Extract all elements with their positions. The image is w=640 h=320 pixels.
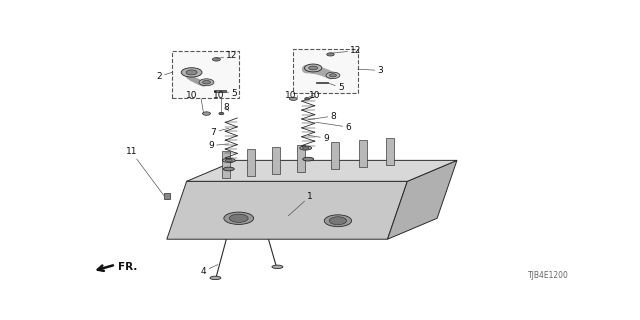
Text: 8: 8 <box>308 111 336 121</box>
Ellipse shape <box>326 72 340 79</box>
Text: 10: 10 <box>309 91 321 100</box>
Text: 10: 10 <box>285 91 296 100</box>
FancyBboxPatch shape <box>293 50 358 92</box>
Ellipse shape <box>202 81 211 84</box>
Ellipse shape <box>327 53 334 56</box>
Text: 10: 10 <box>213 91 225 100</box>
Text: 6: 6 <box>316 122 351 132</box>
FancyArrowPatch shape <box>306 69 330 75</box>
Text: 5: 5 <box>328 83 344 92</box>
Polygon shape <box>167 181 408 239</box>
Ellipse shape <box>289 97 297 100</box>
Polygon shape <box>388 160 457 239</box>
Text: 11: 11 <box>125 147 164 196</box>
Ellipse shape <box>300 146 312 150</box>
Ellipse shape <box>219 112 224 115</box>
Text: 12: 12 <box>330 46 362 55</box>
Ellipse shape <box>222 158 236 162</box>
Bar <box>386 138 394 165</box>
Ellipse shape <box>303 157 314 161</box>
Text: 8: 8 <box>223 103 229 112</box>
Text: 9: 9 <box>208 141 229 150</box>
FancyBboxPatch shape <box>172 51 239 98</box>
Ellipse shape <box>308 66 317 70</box>
Bar <box>214 90 227 92</box>
Text: 5: 5 <box>221 89 237 98</box>
Ellipse shape <box>224 212 253 224</box>
Ellipse shape <box>181 68 202 77</box>
Bar <box>272 147 280 174</box>
Text: FR.: FR. <box>118 262 137 272</box>
Bar <box>164 193 170 198</box>
Text: 12: 12 <box>216 51 237 60</box>
Ellipse shape <box>210 276 221 280</box>
Ellipse shape <box>199 79 214 86</box>
Text: 1: 1 <box>288 192 313 216</box>
FancyArrowPatch shape <box>189 76 204 84</box>
Ellipse shape <box>303 147 309 149</box>
Bar <box>359 140 367 167</box>
Text: 7: 7 <box>211 128 229 137</box>
Ellipse shape <box>324 215 351 227</box>
Text: 4: 4 <box>201 265 218 276</box>
Ellipse shape <box>229 214 248 222</box>
Ellipse shape <box>305 98 310 100</box>
Bar <box>332 142 339 169</box>
Ellipse shape <box>223 167 234 171</box>
Text: 10: 10 <box>186 91 197 100</box>
Ellipse shape <box>272 265 283 268</box>
Text: 3: 3 <box>358 66 383 75</box>
Ellipse shape <box>225 159 232 162</box>
Bar <box>297 145 305 172</box>
Ellipse shape <box>212 58 220 61</box>
Text: 2: 2 <box>156 72 172 81</box>
Text: 9: 9 <box>308 134 329 143</box>
Ellipse shape <box>202 112 211 115</box>
Text: TJB4E1200: TJB4E1200 <box>528 271 568 280</box>
Ellipse shape <box>329 217 347 225</box>
Polygon shape <box>187 160 457 181</box>
Ellipse shape <box>186 70 197 75</box>
Bar <box>247 149 255 176</box>
Ellipse shape <box>330 74 337 77</box>
Ellipse shape <box>305 64 322 72</box>
Bar <box>316 82 328 83</box>
Bar <box>222 151 230 178</box>
